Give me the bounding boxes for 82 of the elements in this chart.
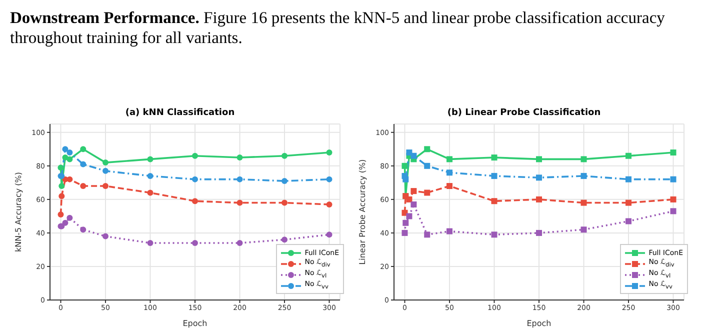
point <box>580 226 587 233</box>
point <box>282 200 288 206</box>
point <box>410 152 417 159</box>
point <box>102 168 108 174</box>
y-axis-title: Linear Probe Accuracy (%) <box>358 159 367 265</box>
point <box>491 154 498 161</box>
point <box>536 156 542 162</box>
point <box>58 212 64 218</box>
point <box>192 240 198 246</box>
point <box>406 196 412 202</box>
point <box>192 152 198 159</box>
point <box>670 196 676 202</box>
point <box>626 152 632 159</box>
point <box>147 190 154 196</box>
point <box>424 232 430 238</box>
point <box>424 190 430 196</box>
point <box>626 200 632 206</box>
point <box>147 172 154 179</box>
point <box>102 233 108 240</box>
point <box>626 218 632 224</box>
point <box>66 176 73 182</box>
point <box>402 162 408 169</box>
point <box>80 226 86 233</box>
point <box>670 208 676 214</box>
x-axis-title: Epoch <box>182 319 208 328</box>
point <box>282 236 288 243</box>
point <box>236 200 243 206</box>
point <box>66 214 73 221</box>
point <box>102 160 108 166</box>
point <box>236 176 243 182</box>
point <box>326 176 332 182</box>
point <box>62 220 68 226</box>
text: Downstream Performance. Figure 16 presents the kNN-5 and linear probe classification accuracy throughout training for all variants. <box>10 8 666 48</box>
point <box>80 161 86 168</box>
point <box>66 156 73 162</box>
point <box>282 178 288 184</box>
point <box>326 149 332 156</box>
point <box>147 240 154 246</box>
point <box>147 156 154 162</box>
point <box>670 149 676 156</box>
point <box>536 174 542 181</box>
point <box>62 146 68 152</box>
point <box>491 198 498 204</box>
point <box>446 156 452 162</box>
point <box>192 198 198 204</box>
point <box>192 176 198 182</box>
x-axis-title: Epoch <box>526 319 552 328</box>
point <box>326 232 332 238</box>
point <box>626 176 632 182</box>
point <box>236 240 243 246</box>
point <box>326 201 332 208</box>
point <box>536 196 542 202</box>
point <box>580 156 587 162</box>
point <box>580 172 587 179</box>
point <box>410 188 417 194</box>
point <box>80 146 86 152</box>
point <box>491 172 498 179</box>
point <box>410 201 417 208</box>
point <box>580 200 587 206</box>
point <box>424 146 430 152</box>
point <box>282 152 288 159</box>
point <box>446 183 452 190</box>
point <box>236 154 243 161</box>
point <box>58 193 65 200</box>
point <box>406 213 412 220</box>
point <box>58 164 64 171</box>
point <box>80 183 86 190</box>
point <box>446 170 452 176</box>
point <box>670 176 676 182</box>
y-axis-title: kNN-5 Accuracy (%) <box>14 172 23 252</box>
point <box>446 228 452 234</box>
point <box>402 230 408 236</box>
point <box>424 162 430 169</box>
point <box>491 232 498 238</box>
point <box>402 220 409 226</box>
chart-title: (b) Linear Probe Classification <box>446 108 602 120</box>
chart-title: (a) kNN Classification <box>124 108 236 120</box>
point <box>66 149 73 156</box>
point <box>58 183 65 190</box>
point <box>102 183 108 190</box>
point <box>536 230 542 236</box>
point <box>402 176 409 182</box>
